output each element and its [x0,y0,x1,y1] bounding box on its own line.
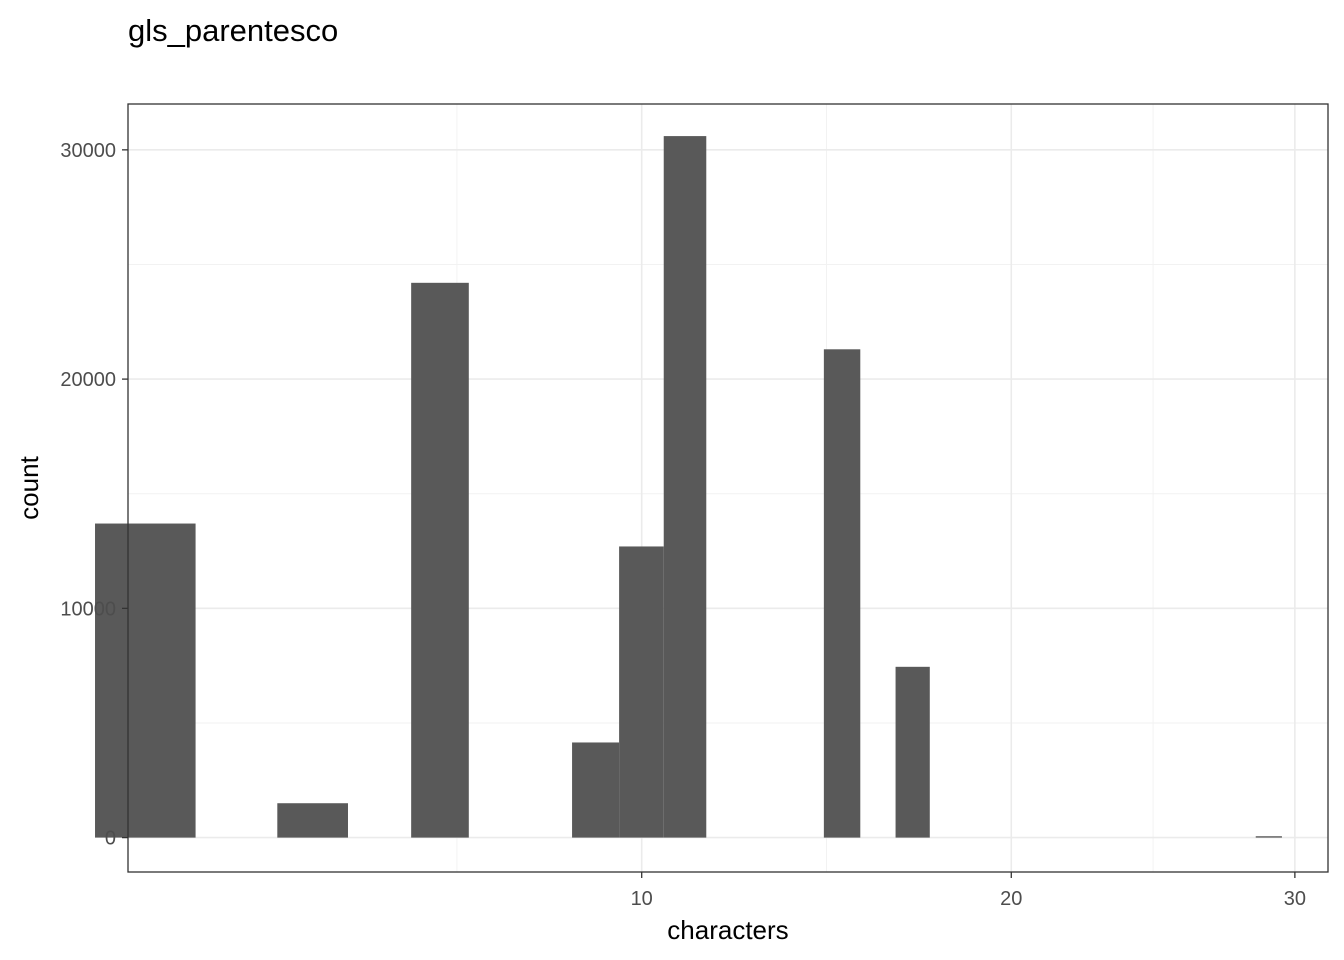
histogram-bar [619,546,664,838]
histogram-bar [411,282,469,838]
plot-border [127,103,1329,873]
histogram-bar [663,136,707,838]
grid-major [128,104,1328,872]
x-tick-label: 10 [631,888,653,910]
x-tick-label: 30 [1284,888,1306,910]
histogram-bar [572,742,620,838]
histogram-bar [95,523,196,838]
y-axis-title: count [14,455,44,519]
x-tick-label: 20 [1000,888,1022,910]
histogram-bar [1255,836,1282,838]
histogram-bar [277,803,348,838]
y-tick-label: 10000 [60,598,116,620]
x-axis-title: characters [667,915,788,945]
y-tick-label: 30000 [60,140,116,162]
histogram-bar [823,349,861,838]
histogram-bar [895,666,930,838]
chart-title: gls_parentesco [128,13,338,48]
plot-panel [128,104,1328,872]
x-axis: 10 20 30 [631,872,1306,910]
y-tick-label: 0 [105,828,116,850]
grid-minor [128,104,1328,872]
y-tick-label: 20000 [60,369,116,391]
y-axis: 0 10000 20000 30000 [60,140,128,850]
bars [95,136,1282,838]
